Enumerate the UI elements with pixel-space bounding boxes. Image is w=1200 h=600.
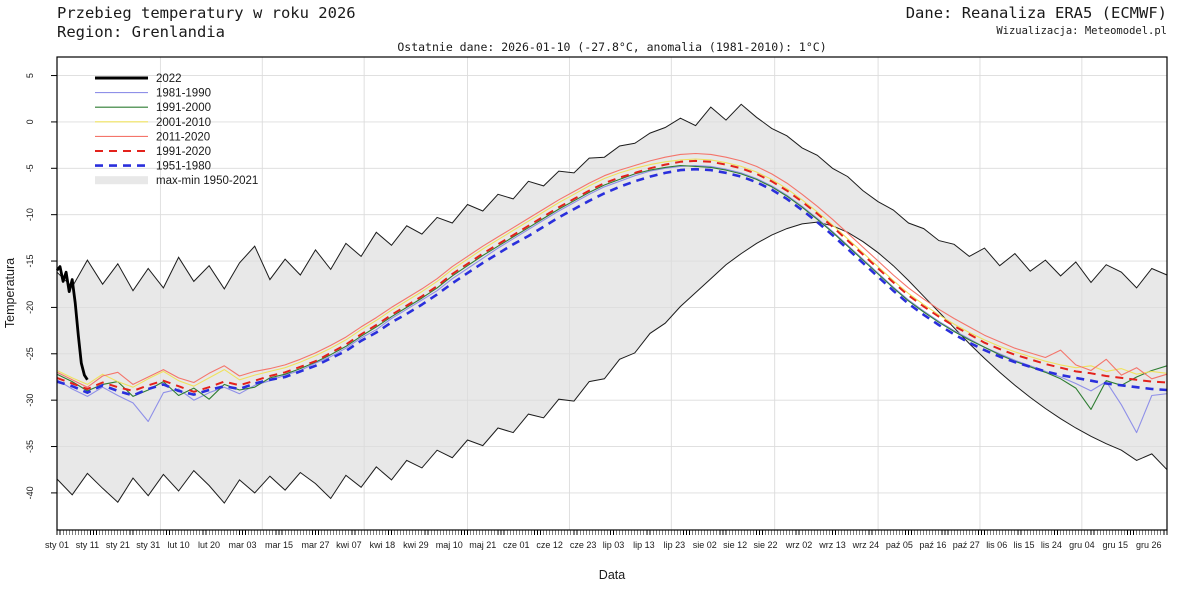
legend-label-1991-2000: 1991-2000: [156, 102, 211, 114]
x-tick-label: sty 31: [136, 540, 160, 550]
x-tick-label: lis 06: [986, 540, 1007, 550]
x-tick-label: sty 01: [45, 540, 69, 550]
visualization-credit: Wizualizacja: Meteomodel.pl: [996, 25, 1167, 37]
series-line-2001-2010: [56, 158, 1168, 388]
series-line-1991-2000: [56, 164, 1168, 410]
y-tick-label: -20: [25, 301, 35, 314]
last-data-subtitle: Ostatnie dane: 2026-01-10 (-27.8°C, anom…: [397, 40, 826, 54]
y-axis: 5 0 -5 -10 -15 -20 -25 -30 -35 -40: [25, 73, 57, 499]
x-axis-title: Data: [599, 568, 625, 582]
x-tick-label: gru 15: [1103, 540, 1129, 550]
y-tick-label: -40: [25, 486, 35, 499]
y-tick-label: 0: [25, 119, 35, 124]
x-tick-label: lis 24: [1041, 540, 1062, 550]
x-tick-label: lut 20: [198, 540, 220, 550]
series-line-2011-2020: [56, 152, 1168, 388]
data-source-label: Dane: Reanaliza ERA5 (ECMWF): [906, 4, 1167, 22]
x-tick-label: cze 12: [536, 540, 563, 550]
x-tick-label: kwi 07: [336, 540, 362, 550]
x-tick-label: lut 10: [168, 540, 190, 550]
legend-label-2001-2010: 2001-2010: [156, 117, 211, 129]
series-line-1991-2020: [56, 159, 1168, 393]
x-tick-label: paź 05: [886, 540, 913, 550]
grid-lines: [57, 57, 1167, 530]
x-tick-label: sty 11: [76, 540, 99, 550]
x-tick-label: maj 10: [436, 540, 463, 550]
x-tick-label: cze 23: [570, 540, 597, 550]
x-tick-label: wrz 24: [852, 540, 880, 550]
y-tick-label: -25: [25, 347, 35, 360]
max-min-band: [57, 104, 1167, 504]
x-tick-label: mar 15: [265, 540, 293, 550]
x-tick-label: maj 21: [469, 540, 496, 550]
y-tick-label: -15: [25, 255, 35, 268]
x-axis-labels: sty 01 sty 11 sty 21 sty 31 lut 10 lut 20 mar …: [45, 540, 1162, 550]
legend: 2022 1981-1990 1991-2000 2001-2010 2011-2020…: [95, 73, 258, 187]
plot-border: [56, 56, 1168, 531]
legend-label-1991-2020: 1991-2020: [156, 146, 211, 158]
x-tick-label: lip 03: [603, 540, 625, 550]
legend-label-1951-1980: 1951-1980: [156, 161, 211, 173]
x-tick-label: gru 26: [1136, 540, 1162, 550]
legend-label-max-min 1950-2021: max-min 1950-2021: [156, 175, 258, 187]
series-line-2022: [55, 265, 89, 381]
x-tick-label: sie 02: [693, 540, 717, 550]
x-tick-label: cze 01: [503, 540, 530, 550]
x-tick-label: sty 21: [106, 540, 130, 550]
x-tick-label: paź 27: [953, 540, 980, 550]
x-tick-label: paź 16: [919, 540, 946, 550]
x-tick-label: mar 03: [228, 540, 256, 550]
y-tick-label: -5: [25, 164, 35, 172]
x-tick-label: sie 12: [723, 540, 747, 550]
legend-label-2011-2020: 2011-2020: [156, 131, 210, 143]
x-daily-ticks: [56, 530, 1168, 535]
band-min-line: [56, 221, 1168, 504]
x-tick-label: wrz 13: [818, 540, 846, 550]
y-axis-title: Temperatura: [3, 258, 17, 328]
x-tick-label: kwi 29: [403, 540, 429, 550]
x-tick-label: wrz 02: [785, 540, 813, 550]
x-tick-label: lis 15: [1014, 540, 1035, 550]
legend-label-2022: 2022: [156, 73, 182, 85]
x-tick-label: lip 13: [633, 540, 655, 550]
band-max-line: [56, 103, 1168, 292]
chart-region: Region: Grenlandia: [57, 23, 225, 41]
legend-label-1981-1990: 1981-1990: [156, 88, 211, 100]
x-tick-label: gru 04: [1069, 540, 1095, 550]
y-tick-label: -10: [25, 208, 35, 221]
x-tick-label: kwi 18: [370, 540, 396, 550]
legend-swatch-band: [95, 176, 148, 185]
y-tick-label: -35: [25, 440, 35, 453]
x-tick-label: mar 27: [301, 540, 329, 550]
x-tick-label: lip 23: [664, 540, 686, 550]
chart-title: Przebieg temperatury w roku 2026: [57, 4, 356, 22]
y-tick-label: -30: [25, 394, 35, 407]
series-line-1951-1980: [56, 167, 1168, 397]
y-tick-label: 5: [25, 73, 35, 78]
x-tick-label: sie 22: [754, 540, 778, 550]
